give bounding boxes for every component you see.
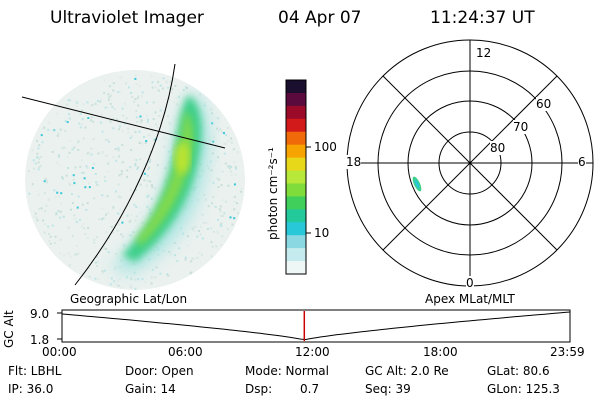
alt-tick-9: 9.0 xyxy=(30,307,50,321)
colorbar-tick-100: 100 xyxy=(314,140,337,154)
polar-lat-60: 60 xyxy=(536,97,552,111)
time-tick-0000: 00:00 xyxy=(42,345,77,359)
colorbar-tick-10: 10 xyxy=(314,226,330,240)
colorbar-band xyxy=(286,261,306,275)
time-tick-1800: 18:00 xyxy=(423,345,458,359)
header-time: 11:24:37 UT xyxy=(430,8,535,28)
polar-label-6: 6 xyxy=(578,155,586,169)
time-tick-1200: 12:00 xyxy=(295,345,330,359)
colorbar-band xyxy=(286,209,306,223)
polar-label-0: 0 xyxy=(466,276,474,290)
info-glat: GLat: 80.6 xyxy=(487,364,550,378)
info-gc-alt: GC Alt: 2.0 Re xyxy=(365,364,449,378)
grid-line xyxy=(21,96,226,149)
polar-label-18: 18 xyxy=(346,155,362,169)
altitude-plot-frame xyxy=(61,309,571,343)
alt-tick-1-8: 1.8 xyxy=(30,333,50,347)
alt-axis-label: GC Alt xyxy=(2,310,16,348)
info-dsp-value: 0.7 xyxy=(300,382,320,396)
polar-lat-70: 70 xyxy=(513,120,529,134)
terminator-line xyxy=(74,63,176,286)
colorbar-band xyxy=(286,118,306,133)
polar-lat-80: 80 xyxy=(490,141,506,155)
info-mode: Mode: Normal xyxy=(245,364,329,378)
geographic-caption: Geographic Lat/Lon xyxy=(70,292,188,306)
colorbar-band xyxy=(286,80,306,94)
colorbar-band xyxy=(286,170,306,185)
colorbar-band xyxy=(286,157,306,172)
colorbar-band xyxy=(286,235,306,249)
apex-caption: Apex MLat/MLT xyxy=(425,292,515,306)
polar-diagonal-2 xyxy=(382,75,558,251)
info-door: Door: Open xyxy=(125,364,194,378)
info-ip: IP: 36.0 xyxy=(8,382,54,396)
polar-label-12: 12 xyxy=(476,46,492,60)
info-dsp-label: Dsp: xyxy=(245,382,273,396)
time-tick-2359: 23:59 xyxy=(550,345,585,359)
info-seq: Seq: 39 xyxy=(365,382,411,396)
time-tick-0600: 06:00 xyxy=(168,345,203,359)
colorbar-band xyxy=(286,196,306,210)
info-filter: Flt: LBHL xyxy=(8,364,62,378)
colorbar-band xyxy=(286,222,306,236)
colorbar-band xyxy=(286,144,306,159)
colorbar-band xyxy=(286,92,306,107)
info-glon: GLon: 125.3 xyxy=(487,382,560,396)
app-title: Ultraviolet Imager xyxy=(50,8,204,28)
colorbar-band xyxy=(286,248,306,262)
colorbar-band xyxy=(286,183,306,197)
altitude-curve xyxy=(61,311,571,341)
info-gain: Gain: 14 xyxy=(125,382,176,396)
header-date: 04 Apr 07 xyxy=(278,8,362,28)
colorbar-band xyxy=(286,131,306,146)
colorbar-band xyxy=(286,105,306,120)
